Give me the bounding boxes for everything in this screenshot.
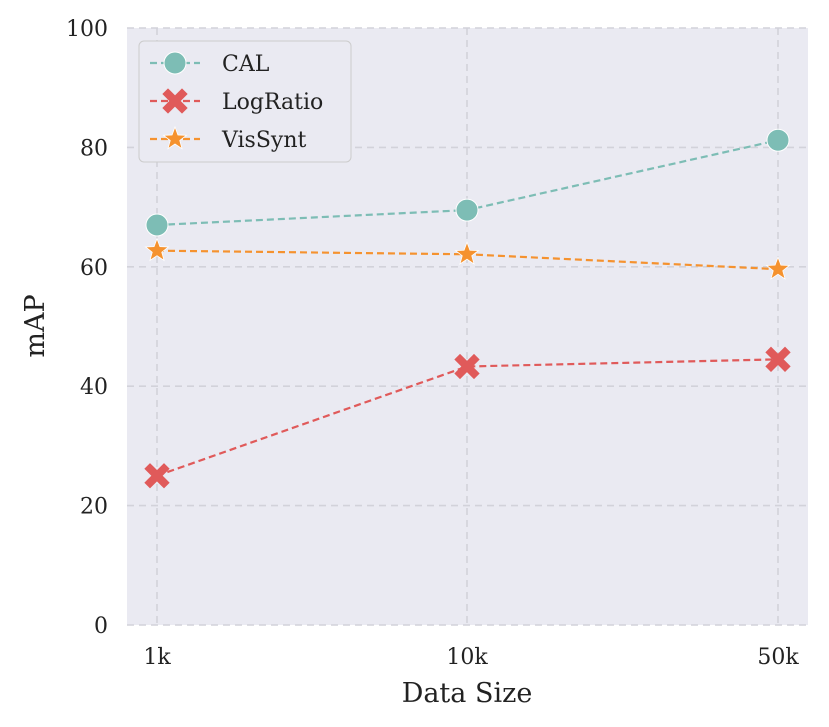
legend-item-cal: CAL <box>150 51 270 77</box>
y-tick-label: 20 <box>80 495 108 520</box>
legend-item-logratio: LogRatio <box>150 88 323 115</box>
grid-lines <box>127 27 808 626</box>
series-vissynt <box>144 237 791 280</box>
x-marker <box>162 88 188 114</box>
circle-marker <box>163 51 187 75</box>
x-tick-label: 1k <box>143 645 171 670</box>
x-marker <box>144 463 170 489</box>
series-logratio <box>144 346 791 489</box>
x-axis-title: Data Size <box>402 678 533 709</box>
star-marker <box>765 256 791 280</box>
star-marker <box>454 241 480 265</box>
y-tick-labels: 0 20 40 60 80 100 <box>66 17 108 639</box>
series-group <box>144 128 791 489</box>
x-tick-label: 50k <box>757 645 799 670</box>
x-tick-label: 10k <box>446 645 488 670</box>
x-marker <box>765 346 791 372</box>
legend-item-vissynt: VisSynt <box>150 125 306 153</box>
legend-box <box>138 40 352 163</box>
legend-label: LogRatio <box>222 90 323 115</box>
circle-marker <box>455 198 479 222</box>
y-axis-title: mAP <box>20 294 51 357</box>
y-tick-label: 80 <box>80 136 108 161</box>
legend-label: VisSynt <box>221 128 306 153</box>
y-tick-label: 40 <box>80 375 108 400</box>
star-marker <box>144 237 170 262</box>
star-marker <box>162 125 188 150</box>
legend: CAL LogRatio VisSynt <box>138 40 352 163</box>
x-marker <box>454 353 480 380</box>
y-tick-label: 0 <box>94 614 108 639</box>
circle-marker <box>145 213 169 237</box>
y-tick-label: 100 <box>66 17 108 42</box>
legend-label: CAL <box>222 52 270 77</box>
series-cal <box>145 128 790 237</box>
y-tick-label: 60 <box>80 256 108 281</box>
circle-marker <box>766 128 790 152</box>
x-tick-labels: 1k 10k 50k <box>143 645 799 670</box>
